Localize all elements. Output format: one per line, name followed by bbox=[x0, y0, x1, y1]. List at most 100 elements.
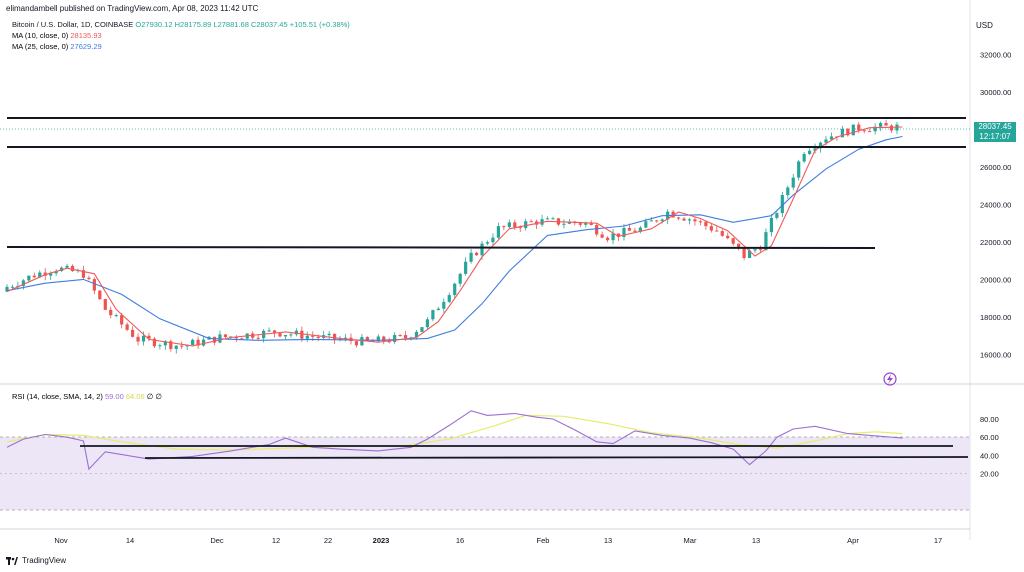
time-tick-label: 2023 bbox=[373, 536, 390, 545]
candle-body bbox=[180, 345, 184, 347]
footer-brand: TradingView bbox=[22, 556, 67, 565]
candle-body bbox=[223, 334, 227, 337]
candle-body bbox=[600, 234, 604, 238]
candle-body bbox=[174, 345, 178, 349]
candle-body bbox=[191, 339, 195, 346]
candle-body bbox=[857, 124, 861, 131]
candle-body bbox=[846, 128, 850, 136]
ma25-value: 27629.29 bbox=[70, 42, 102, 51]
candle-body bbox=[676, 217, 681, 219]
candle-body bbox=[693, 219, 697, 222]
candle-body bbox=[360, 337, 364, 346]
candle-body bbox=[485, 242, 490, 244]
candle-body bbox=[709, 226, 713, 231]
candle-body bbox=[398, 335, 402, 337]
candles-group bbox=[5, 119, 899, 354]
candle-body bbox=[671, 211, 675, 218]
candle-body bbox=[442, 301, 446, 309]
close-value: C28037.45 bbox=[250, 20, 288, 29]
candle-body bbox=[589, 222, 593, 225]
candle-body bbox=[775, 213, 779, 218]
candle-body bbox=[92, 279, 96, 291]
candle-body bbox=[32, 275, 36, 278]
lightning-icon[interactable] bbox=[883, 372, 897, 386]
candle-body bbox=[267, 330, 271, 332]
price-tick-label: 20000.00 bbox=[980, 275, 1011, 284]
candle-body bbox=[638, 227, 642, 232]
candle-body bbox=[753, 249, 757, 251]
candle-body bbox=[660, 219, 664, 222]
publisher-line: elimandambell published on TradingView.c… bbox=[6, 4, 259, 13]
candle-body bbox=[425, 319, 430, 328]
candle-body bbox=[98, 290, 102, 300]
countdown-value: 12:17:07 bbox=[979, 132, 1011, 141]
open-value: O27930.12 bbox=[135, 20, 173, 29]
candle-body bbox=[403, 335, 408, 339]
candle-body bbox=[382, 336, 386, 342]
price-tick-label: 18000.00 bbox=[980, 313, 1011, 322]
candle-body bbox=[27, 275, 31, 281]
candle-body bbox=[300, 330, 304, 339]
candle-body bbox=[627, 227, 632, 231]
candle-body bbox=[420, 327, 424, 332]
time-tick-label: Nov bbox=[54, 536, 68, 545]
rsi-label: RSI (14, close, SMA, 14, 2) bbox=[12, 392, 103, 401]
candle-body bbox=[797, 161, 801, 178]
candle-body bbox=[158, 345, 162, 347]
candle-body bbox=[889, 125, 894, 131]
candle-body bbox=[562, 223, 566, 225]
candle-body bbox=[769, 217, 773, 233]
footer: TradingView bbox=[6, 556, 66, 565]
last-price-value: 28037.45 bbox=[978, 122, 1012, 131]
candle-body bbox=[240, 338, 244, 340]
candle-body bbox=[502, 226, 506, 228]
time-tick-label: 13 bbox=[752, 536, 760, 545]
rsi-tick-label: 60.00 bbox=[980, 433, 999, 442]
candle-body bbox=[387, 341, 391, 343]
candle-body bbox=[851, 124, 855, 136]
candle-body bbox=[393, 335, 397, 343]
candle-body bbox=[496, 226, 500, 238]
candle-body bbox=[87, 277, 91, 280]
candle-body bbox=[491, 237, 495, 243]
candle-body bbox=[584, 222, 588, 225]
candle-body bbox=[376, 336, 380, 342]
support-line-lower bbox=[6, 246, 876, 249]
candle-body bbox=[305, 335, 309, 339]
candle-body bbox=[682, 218, 686, 221]
candle-body bbox=[507, 222, 511, 227]
candle-body bbox=[38, 272, 42, 278]
rsi-div-1: ∅ bbox=[146, 392, 154, 401]
candle-body bbox=[43, 272, 47, 276]
price-tick-label: 22000.00 bbox=[980, 238, 1011, 247]
candle-body bbox=[513, 222, 517, 228]
candle-body bbox=[453, 283, 457, 296]
candle-body bbox=[524, 221, 528, 229]
candle-body bbox=[802, 153, 806, 162]
ma10-legend: MA (10, close, 0) 28135.93 bbox=[12, 31, 102, 40]
candle-body bbox=[879, 123, 883, 127]
ma10-label: MA (10, close, 0) bbox=[12, 31, 69, 40]
candle-body bbox=[518, 227, 522, 229]
candle-body bbox=[278, 333, 282, 337]
rsi-div-2: ∅ bbox=[155, 392, 162, 401]
candle-body bbox=[791, 177, 795, 188]
candle-body bbox=[316, 336, 320, 338]
symbol-title: Bitcoin / U.S. Dollar, 1D, COINBASE bbox=[12, 20, 134, 29]
candle-body bbox=[169, 341, 173, 349]
candle-body bbox=[731, 238, 735, 244]
candle-body bbox=[551, 218, 555, 220]
candle-body bbox=[120, 315, 124, 325]
candle-body bbox=[480, 243, 484, 256]
rsi-legend: RSI (14, close, SMA, 14, 2) 59.00 64.06 … bbox=[12, 392, 162, 401]
candle-body bbox=[578, 223, 582, 225]
ma25-line bbox=[6, 135, 903, 341]
price-tick-label: 16000.00 bbox=[980, 350, 1011, 359]
candle-body bbox=[649, 220, 653, 222]
candle-body bbox=[414, 331, 419, 338]
candle-body bbox=[595, 224, 599, 235]
candle-body bbox=[125, 324, 129, 330]
candle-body bbox=[687, 219, 692, 221]
rsi-tick-label: 40.00 bbox=[980, 451, 999, 460]
time-tick-label: Feb bbox=[537, 536, 550, 545]
